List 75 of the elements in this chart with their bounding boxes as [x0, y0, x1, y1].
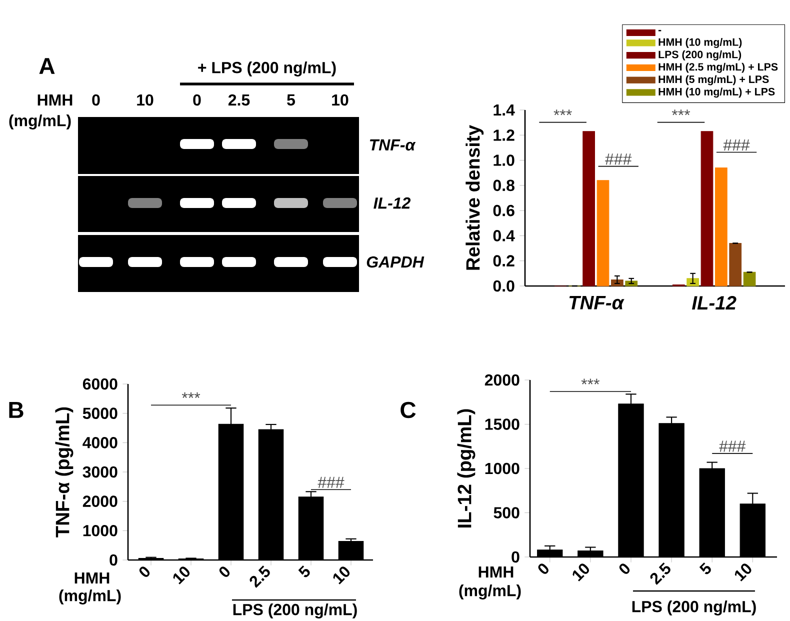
y-tick-label: 2000 — [484, 374, 520, 386]
y-tick-label: 2000 — [82, 496, 118, 507]
x-tick-label: 0 — [619, 564, 630, 574]
y-tick-label: 0.6 — [493, 204, 514, 216]
y-tick-label: 0 — [110, 554, 118, 566]
bar — [714, 168, 728, 286]
x-tick-label: 0 — [219, 566, 230, 577]
x-tick-label: 10 — [572, 564, 590, 582]
y-tick-label: 500 — [494, 507, 520, 518]
text: TNF-α — [370, 139, 416, 151]
y-tick-label: 1.2 — [494, 130, 514, 141]
annotation: ### — [719, 440, 746, 452]
text: 10 — [332, 94, 348, 106]
bar — [743, 272, 756, 286]
y-tick-label: 1000 — [83, 524, 118, 536]
x-tick-label: 2.5 — [250, 566, 270, 588]
annotation: ### — [605, 154, 632, 165]
x-tick-label: 2.5 — [650, 562, 670, 585]
y-tick-label: 1.4 — [494, 104, 515, 116]
text: HMH — [38, 94, 72, 106]
bar — [596, 180, 610, 286]
y-tick-label: 0.2 — [493, 255, 514, 266]
x-tick-label: 5 — [298, 565, 310, 578]
y-tick-label: 0 — [512, 551, 520, 563]
text: + LPS (200 ng/mL) — [198, 62, 336, 76]
x-tick-label: 0 — [139, 566, 150, 577]
y-tick-label: 1.0 — [494, 154, 514, 166]
annotation: *** — [182, 392, 200, 398]
text: 2.5 — [228, 94, 250, 106]
x-tick-label: 10 — [333, 566, 350, 584]
y-tick-label: 0.4 — [493, 230, 515, 242]
y-tick-label: 5000 — [82, 408, 118, 419]
text: LPS (200 ng/mL) — [632, 600, 756, 616]
text: A — [39, 58, 55, 74]
y-axis-title: Relative density — [466, 125, 484, 270]
bar — [582, 131, 595, 286]
text: LPS (200 ng/mL) — [233, 604, 357, 618]
bar — [700, 131, 714, 286]
annotation: *** — [672, 110, 690, 116]
y-tick-label: 3000 — [82, 466, 118, 478]
annotation: ### — [318, 476, 344, 488]
y-tick-label: 0.8 — [493, 180, 514, 192]
text: 10 — [137, 94, 154, 106]
annotation: *** — [581, 378, 600, 384]
y-tick-label: 1500 — [485, 418, 520, 430]
legend-label: HMH (10 mg/mL) — [658, 38, 742, 48]
legend-label: HMH (2.5 mg/mL) + LPS — [658, 62, 778, 73]
text: (mg/mL) — [9, 114, 71, 130]
legend-label: HMH (10 mg/mL) + LPS — [658, 88, 775, 98]
bar — [729, 242, 742, 286]
text: 0 — [193, 94, 201, 106]
text: C — [400, 402, 416, 418]
text: IL-12 — [374, 197, 411, 209]
text: HMH — [478, 566, 514, 578]
x-tick-label: 10 — [173, 566, 190, 584]
y-tick-label: 0.0 — [493, 280, 514, 292]
annotation: ### — [723, 140, 750, 150]
y-axis-title: IL-12 (pg/mL) — [457, 409, 476, 528]
x-tick-label: 5 — [699, 562, 711, 574]
legend-label: LPS (200 ng/mL) — [658, 50, 742, 60]
y-tick-label: 6000 — [82, 378, 118, 390]
text: GAPDH — [366, 256, 424, 268]
y-axis-title: TNF-α (pg/mL) — [55, 407, 74, 538]
text: B — [9, 402, 24, 418]
text: (mg/mL) — [459, 584, 521, 600]
y-tick-label: 1000 — [485, 462, 520, 474]
legend-label: - — [658, 30, 662, 32]
x-tick-label: 0 — [538, 564, 548, 574]
text: 5 — [287, 94, 296, 106]
x-tick-label: 10 — [734, 564, 752, 582]
y-tick-label: 4000 — [82, 437, 118, 448]
legend-label: HMH (5 mg/mL) + LPS — [658, 75, 769, 86]
text: HMH — [74, 572, 110, 584]
annotation: *** — [554, 110, 572, 116]
text: (mg/mL) — [59, 590, 121, 604]
